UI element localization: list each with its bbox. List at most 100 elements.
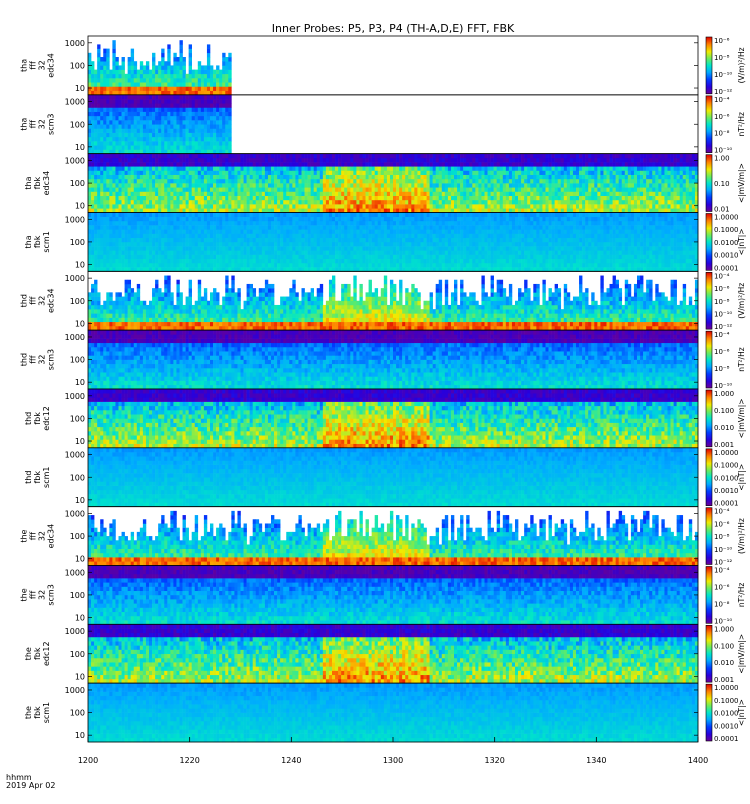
heatmap-cell [204, 112, 207, 117]
heatmap-cell [509, 162, 512, 167]
heatmap-cell [298, 246, 301, 251]
heatmap-cell [497, 196, 500, 201]
heatmap-cell [613, 204, 616, 209]
heatmap-cell [286, 250, 289, 255]
heatmap-cell [189, 44, 192, 49]
heatmap-cell [546, 166, 549, 171]
heatmap-cell [311, 162, 314, 167]
heatmap-cell [115, 128, 118, 133]
heatmap-cell [213, 217, 216, 222]
heatmap-cell [134, 221, 137, 226]
heatmap-cell [192, 78, 195, 83]
heatmap-cell [643, 179, 646, 184]
heatmap-cell [311, 229, 314, 234]
heatmap-cell [119, 141, 122, 146]
heatmap-cell [222, 196, 225, 201]
heatmap-cell [539, 175, 542, 180]
heatmap-cell [366, 162, 369, 167]
heatmap-cell [100, 61, 103, 66]
heatmap-cell [317, 204, 320, 209]
heatmap-cell [167, 49, 170, 54]
heatmap-cell [268, 179, 271, 184]
heatmap-cell [131, 137, 134, 142]
heatmap-cell [189, 162, 192, 167]
heatmap-cell [213, 74, 216, 79]
heatmap-cell [189, 154, 192, 159]
heatmap-cell [88, 158, 91, 163]
heatmap-cell [143, 191, 146, 196]
heatmap-cell [149, 128, 152, 133]
heatmap-cell [106, 124, 109, 129]
heatmap-cell [155, 158, 158, 163]
heatmap-cell [176, 259, 179, 264]
heatmap-cell [225, 103, 228, 108]
heatmap-cell [387, 183, 390, 188]
heatmap-cell [198, 95, 201, 100]
heatmap-cell [189, 61, 192, 66]
heatmap-cell [442, 191, 445, 196]
heatmap-cell [219, 145, 222, 150]
heatmap-cell [180, 263, 183, 268]
heatmap-cell [155, 229, 158, 234]
heatmap-cell [180, 200, 183, 205]
heatmap-cell [204, 166, 207, 171]
heatmap-cell [125, 145, 128, 150]
heatmap-cell [286, 154, 289, 159]
heatmap-cell [546, 191, 549, 196]
heatmap-cell [176, 191, 179, 196]
heatmap-cell [436, 170, 439, 175]
heatmap-cell [131, 162, 134, 167]
heatmap-cell [347, 191, 350, 196]
heatmap-cell [158, 217, 161, 222]
heatmap-cell [115, 200, 118, 205]
heatmap-cell [539, 179, 542, 184]
heatmap-cell [112, 175, 115, 180]
heatmap-cell [195, 204, 198, 209]
heatmap-cell [530, 158, 533, 163]
heatmap-cell [192, 141, 195, 146]
heatmap-cell [103, 49, 106, 54]
heatmap-cell [530, 204, 533, 209]
heatmap-cell [668, 187, 671, 192]
heatmap-cell [192, 124, 195, 129]
heatmap-cell [207, 99, 210, 104]
heatmap-cell [481, 200, 484, 205]
heatmap-cell [567, 154, 570, 159]
heatmap-cell [576, 183, 579, 188]
heatmap-cell [103, 166, 106, 171]
heatmap-cell [469, 196, 472, 201]
heatmap-cell [201, 213, 204, 218]
heatmap-cell [201, 170, 204, 175]
heatmap-cell [509, 166, 512, 171]
heatmap-cell [549, 179, 552, 184]
heatmap-cell [140, 229, 143, 234]
heatmap-cell [277, 225, 280, 230]
heatmap-cell [155, 154, 158, 159]
heatmap-cell [137, 229, 140, 234]
heatmap-cell [564, 200, 567, 205]
heatmap-cell [533, 196, 536, 201]
heatmap-cell [552, 183, 555, 188]
heatmap-cell [122, 221, 125, 226]
heatmap-cell [189, 145, 192, 150]
heatmap-cell [558, 187, 561, 192]
heatmap-cell [661, 179, 664, 184]
heatmap-cell [308, 255, 311, 260]
heatmap-cell [231, 246, 234, 251]
heatmap-cell [289, 255, 292, 260]
heatmap-cell [198, 187, 201, 192]
heatmap-cell [161, 128, 164, 133]
heatmap-cell [305, 250, 308, 255]
heatmap-cell [536, 154, 539, 159]
heatmap-cell [128, 179, 131, 184]
heatmap-cell [597, 183, 600, 188]
heatmap-cell [414, 154, 417, 159]
heatmap-cell [628, 175, 631, 180]
heatmap-cell [350, 158, 353, 163]
heatmap-cell [311, 166, 314, 171]
heatmap-cell [256, 196, 259, 201]
heatmap-cell [613, 175, 616, 180]
heatmap-cell [231, 259, 234, 264]
heatmap-cell [195, 187, 198, 192]
heatmap-cell [524, 183, 527, 188]
